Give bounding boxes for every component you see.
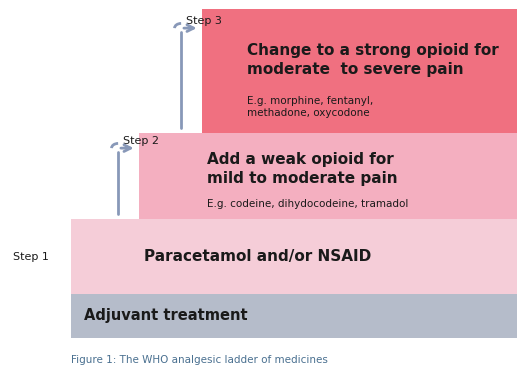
Text: Step 3: Step 3 [186,16,222,26]
Text: Adjuvant treatment: Adjuvant treatment [84,308,248,323]
Bar [202,9,517,133]
Text: Step 2: Step 2 [123,136,160,146]
Text: Change to a strong opioid for
moderate  to severe pain: Change to a strong opioid for moderate t… [247,43,499,77]
Text: Add a weak opioid for
mild to moderate pain: Add a weak opioid for mild to moderate p… [207,152,398,186]
Bar [71,294,517,338]
Text: Paracetamol and/or NSAID: Paracetamol and/or NSAID [144,249,372,264]
Text: E.g. codeine, dihydocodeine, tramadol: E.g. codeine, dihydocodeine, tramadol [207,200,409,209]
Text: Figure 1: The WHO analgesic ladder of medicines: Figure 1: The WHO analgesic ladder of me… [71,355,328,365]
Text: Step 1: Step 1 [13,252,49,262]
Text: E.g. morphine, fentanyl,
methadone, oxycodone: E.g. morphine, fentanyl, methadone, oxyc… [247,96,373,118]
Bar [71,219,517,294]
Bar [139,133,517,219]
